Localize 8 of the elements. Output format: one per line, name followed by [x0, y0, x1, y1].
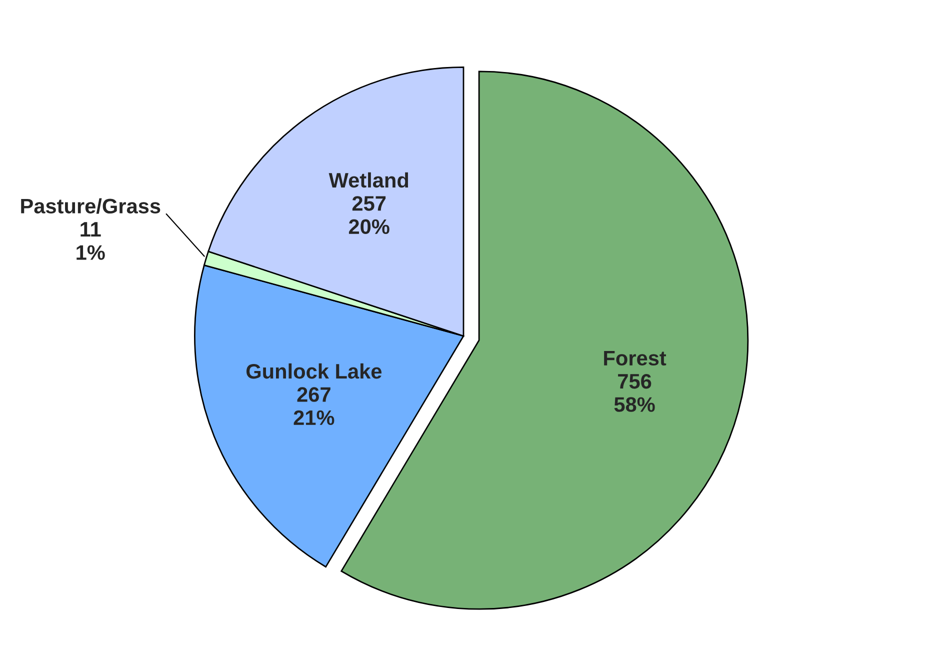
data-label: 267 21%: [294, 387, 334, 426]
data-label: 756 58%: [614, 374, 655, 412]
slice-label: Forest: [604, 350, 666, 366]
slice-label: Pasture/Grass: [21, 198, 160, 214]
slice-label: Wetland: [328, 172, 408, 188]
data-label: 257 20%: [348, 196, 390, 234]
slice-label: Gunlock Lake: [246, 363, 382, 379]
data-label: 11 1%: [76, 222, 105, 260]
